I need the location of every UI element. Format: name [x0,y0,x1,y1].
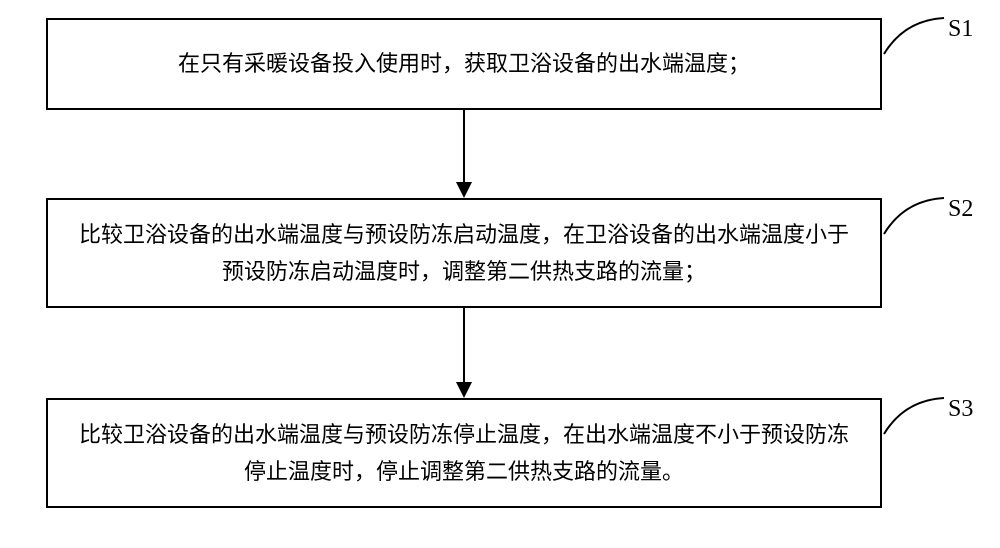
step-box-s1: 在只有采暖设备投入使用时，获取卫浴设备的出水端温度； [46,18,882,110]
step-box-s3: 比较卫浴设备的出水端温度与预设防冻停止温度，在出水端温度不小于预设防冻停止温度时… [46,398,882,508]
brace-icon [882,194,946,236]
arrow-line [463,308,465,382]
arrow-head-icon [456,182,472,198]
brace-icon [882,14,946,56]
step-box-s2: 比较卫浴设备的出水端温度与预设防冻启动温度，在卫浴设备的出水端温度小于预设防冻启… [46,198,882,308]
step-label-s3: S3 [948,396,973,423]
flowchart-canvas: 在只有采暖设备投入使用时，获取卫浴设备的出水端温度； S1 比较卫浴设备的出水端温度… [0,0,1000,548]
step-text: 比较卫浴设备的出水端温度与预设防冻停止温度，在出水端温度不小于预设防冻停止温度时… [78,416,850,491]
brace-icon [882,394,946,436]
step-text: 在只有采暖设备投入使用时，获取卫浴设备的出水端温度； [178,45,750,82]
step-text: 比较卫浴设备的出水端温度与预设防冻启动温度，在卫浴设备的出水端温度小于预设防冻启… [78,216,850,291]
arrow-head-icon [456,382,472,398]
step-label-s1: S1 [948,16,973,43]
step-label-s2: S2 [948,196,973,223]
arrow-line [463,110,465,182]
